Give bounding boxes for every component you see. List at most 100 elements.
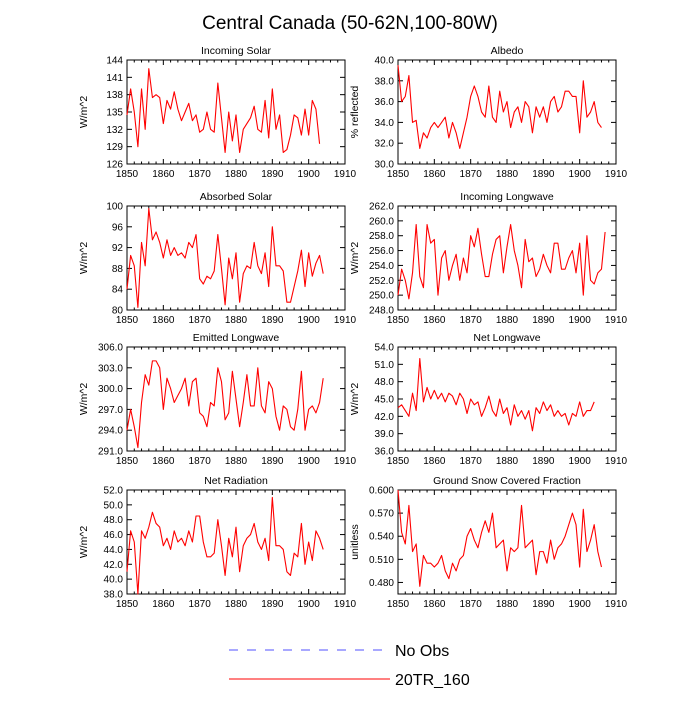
series-line-20tr-160 xyxy=(126,360,324,449)
plot-frame xyxy=(397,59,617,165)
panel-net-radiation: Net Radiation W/m^2 1850 1860 1870 1880 1890 19… xyxy=(78,475,357,610)
y-tick-label: 42.0 xyxy=(375,412,395,423)
y-tick-label: 291.0 xyxy=(98,447,123,458)
y-tick-label: 52.0 xyxy=(104,486,124,497)
x-tick-label: 1890 xyxy=(532,315,555,326)
x-tick-label: 1910 xyxy=(334,315,357,326)
x-tick-label: 1900 xyxy=(298,315,321,326)
x-tick-label: 1910 xyxy=(605,169,628,180)
x-tick-label: 1880 xyxy=(496,599,519,610)
x-tick-label: 1860 xyxy=(152,456,175,467)
y-tick-label: 38.0 xyxy=(375,76,395,87)
panel-net-longwave: Net Longwave W/m^2 1850 1860 1870 1880 1890 190… xyxy=(349,332,628,467)
x-tick-label: 1900 xyxy=(298,599,321,610)
y-tick-label: 38.0 xyxy=(104,590,124,601)
y-tick-label: 144 xyxy=(106,56,123,67)
y-tick-label: 0.540 xyxy=(369,532,394,543)
y-tick-label: 303.0 xyxy=(98,363,123,374)
x-tick-label: 1890 xyxy=(261,456,284,467)
x-tick-label: 1860 xyxy=(423,599,446,610)
y-tick-label: 306.0 xyxy=(98,343,123,354)
y-tick-label: 138 xyxy=(106,90,123,101)
series-line-20tr-160 xyxy=(397,358,595,432)
y-tick-label: 36.0 xyxy=(375,447,395,458)
plot-frame xyxy=(397,489,617,595)
y-tick-label: 39.0 xyxy=(375,429,395,440)
series-line-20tr-160 xyxy=(397,65,602,149)
x-tick-label: 1870 xyxy=(460,599,483,610)
y-tick-label: 135 xyxy=(106,108,123,119)
y-tick-label: 30.0 xyxy=(375,160,395,171)
y-tick-label: 92 xyxy=(112,243,124,254)
x-tick-label: 1890 xyxy=(532,599,555,610)
y-tick-label: 250.0 xyxy=(369,291,394,302)
y-axis-label: W/m^2 xyxy=(78,383,90,416)
x-tick-label: 1850 xyxy=(387,315,410,326)
x-tick-label: 1890 xyxy=(261,599,284,610)
series-line-20tr-160 xyxy=(126,68,321,153)
series-line-20tr-160 xyxy=(126,208,324,308)
x-tick-label: 1850 xyxy=(116,456,139,467)
y-tick-label: 46.0 xyxy=(104,530,124,541)
x-tick-label: 1880 xyxy=(225,599,248,610)
y-tick-label: 44.0 xyxy=(104,545,124,556)
x-tick-label: 1850 xyxy=(387,599,410,610)
x-tick-label: 1910 xyxy=(605,599,628,610)
x-tick-label: 1900 xyxy=(298,169,321,180)
panel-title: Net Longwave xyxy=(473,332,540,344)
x-tick-label: 1910 xyxy=(605,315,628,326)
panel-incoming-solar: Incoming Solar W/m^2 1850 1860 1870 1880 1890 1… xyxy=(78,45,357,180)
legend-label: No Obs xyxy=(395,643,449,660)
y-tick-label: 252.0 xyxy=(369,276,394,287)
y-tick-label: 256.0 xyxy=(369,246,394,257)
y-tick-label: 254.0 xyxy=(369,261,394,272)
x-tick-label: 1870 xyxy=(460,456,483,467)
x-tick-label: 1900 xyxy=(569,456,592,467)
y-tick-label: 40.0 xyxy=(375,56,395,67)
y-tick-label: 32.0 xyxy=(375,139,395,150)
y-tick-label: 0.570 xyxy=(369,509,394,520)
x-tick-label: 1880 xyxy=(496,169,519,180)
y-axis-label: W/m^2 xyxy=(349,242,361,275)
x-tick-label: 1850 xyxy=(116,599,139,610)
x-tick-label: 1850 xyxy=(387,456,410,467)
y-tick-label: 54.0 xyxy=(375,343,395,354)
panel-title: Emitted Longwave xyxy=(193,332,280,344)
y-tick-label: 0.480 xyxy=(369,578,394,589)
x-tick-label: 1860 xyxy=(423,169,446,180)
panel-incoming-longwave: Incoming Longwave W/m^2 1850 1860 1870 1880 18… xyxy=(349,191,628,326)
y-tick-label: 50.0 xyxy=(104,500,124,511)
figure-title: Central Canada (50-62N,100-80W) xyxy=(202,13,498,34)
x-tick-label: 1900 xyxy=(569,169,592,180)
y-tick-label: 126 xyxy=(106,160,123,171)
y-tick-label: 294.0 xyxy=(98,426,123,437)
x-tick-label: 1870 xyxy=(189,456,212,467)
x-tick-label: 1860 xyxy=(423,456,446,467)
x-tick-label: 1850 xyxy=(116,169,139,180)
panel-emitted-longwave: Emitted Longwave W/m^2 1850 1860 1870 1880 189… xyxy=(78,332,357,467)
x-tick-label: 1880 xyxy=(496,456,519,467)
series-line-20tr-160 xyxy=(126,496,324,595)
x-tick-label: 1910 xyxy=(334,169,357,180)
x-tick-label: 1900 xyxy=(569,599,592,610)
x-tick-label: 1900 xyxy=(569,315,592,326)
x-tick-label: 1900 xyxy=(298,456,321,467)
x-tick-label: 1910 xyxy=(334,456,357,467)
x-tick-label: 1880 xyxy=(225,169,248,180)
panel-albedo: Albedo % reflected 1850 1860 1870 1880 1890 190… xyxy=(349,45,628,180)
x-tick-label: 1870 xyxy=(189,169,212,180)
series-line-20tr-160 xyxy=(397,489,603,587)
x-tick-label: 1860 xyxy=(152,315,175,326)
y-tick-label: 51.0 xyxy=(375,360,395,371)
series-line-20tr-160 xyxy=(397,224,606,300)
y-tick-label: 297.0 xyxy=(98,405,123,416)
y-tick-label: 141 xyxy=(106,73,123,84)
x-tick-label: 1870 xyxy=(460,315,483,326)
y-tick-label: 0.600 xyxy=(369,486,394,497)
y-tick-label: 36.0 xyxy=(375,97,395,108)
x-tick-label: 1890 xyxy=(261,315,284,326)
panel-title: Albedo xyxy=(491,45,524,57)
x-tick-label: 1860 xyxy=(423,315,446,326)
